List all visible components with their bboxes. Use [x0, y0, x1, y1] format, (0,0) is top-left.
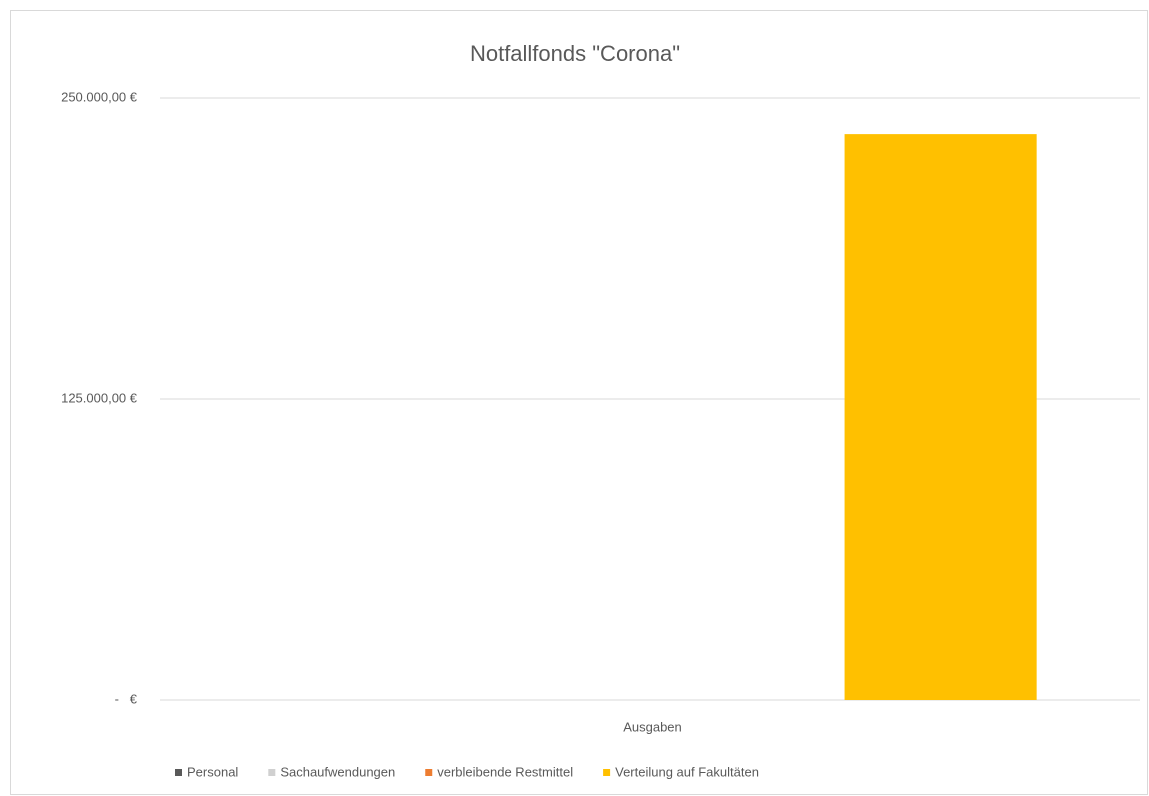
legend-swatch: [425, 769, 433, 776]
legend-label: Verteilung auf Fakultäten: [615, 764, 759, 779]
legend-label: Sachaufwendungen: [280, 764, 395, 779]
y-tick-label: 125.000,00 €: [61, 390, 138, 405]
legend-swatch: [268, 769, 276, 776]
legend-swatch: [603, 769, 611, 776]
bar: [844, 134, 1037, 700]
y-tick-label: 250.000,00 €: [61, 89, 138, 104]
chart-title: Notfallfonds "Corona": [470, 41, 680, 66]
legend-swatch: [175, 769, 182, 776]
legend-label: verbleibende Restmittel: [437, 764, 573, 779]
legend-label: Personal: [187, 764, 238, 779]
x-tick-label: Ausgaben: [623, 719, 682, 734]
y-tick-label: - €: [115, 691, 138, 706]
